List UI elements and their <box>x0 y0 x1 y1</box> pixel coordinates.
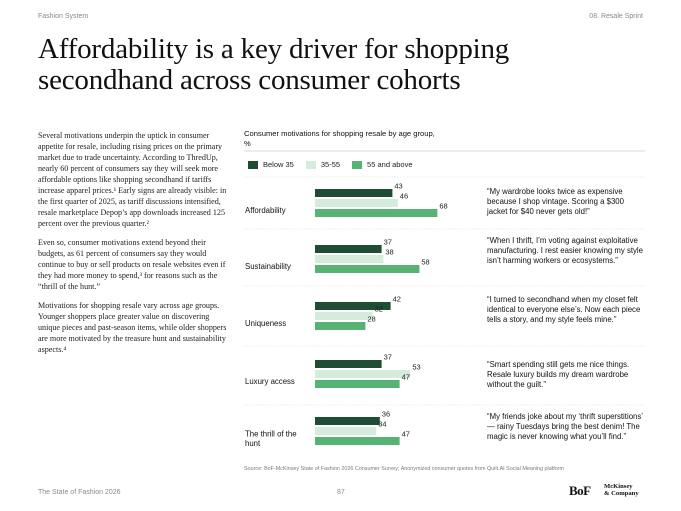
category-label: Luxury access <box>245 377 295 386</box>
page-title: Affordability is a key driver for shoppi… <box>38 33 510 96</box>
legend-label: 35-55 <box>320 160 341 169</box>
bar-value-label: 47 <box>402 430 410 439</box>
legend-swatch-55-above <box>352 160 363 169</box>
bar-35-55 <box>315 199 398 207</box>
bar-35-55 <box>315 255 384 263</box>
bar-below-35 <box>315 302 391 310</box>
bar-55-and-above <box>315 265 420 273</box>
body-text: Several motivations underpin the uptick … <box>38 130 228 363</box>
bar-35-55 <box>315 370 411 378</box>
bar-35-55 <box>315 312 373 320</box>
mckinsey-logo-line: McKinsey <box>604 483 633 490</box>
bar-value-label: 42 <box>393 295 401 304</box>
bar-below-35 <box>315 360 382 368</box>
bar-value-label: 34 <box>378 420 386 429</box>
chart-title-text: Consumer motivations for shopping resale… <box>244 129 435 138</box>
bar-value-label: 32 <box>375 305 383 314</box>
bar-value-label: 53 <box>412 363 420 372</box>
footer-report-name: The State of Fashion 2026 <box>38 489 121 496</box>
source-note: Source: BoF-McKinsey State of Fashion 20… <box>244 466 564 472</box>
category-label: The thrill of the <box>245 429 297 438</box>
mckinsey-logo: McKinsey & Company <box>604 483 639 497</box>
category-label: hunt <box>245 439 261 448</box>
bar-value-label: 58 <box>421 258 429 267</box>
legend-swatch-35-55 <box>305 160 316 169</box>
bar-value-label: 37 <box>384 238 392 247</box>
consumer-quote: “My friends joke about my ‘thrift supers… <box>487 412 643 441</box>
legend-item: 35-55 <box>305 160 341 169</box>
legend-swatch-below-35 <box>248 160 258 169</box>
bar-35-55 <box>315 427 377 435</box>
bar-value-label: 38 <box>385 248 393 257</box>
consumer-quote: “When I thrift, I’m voting against explo… <box>487 236 644 265</box>
category-label: Sustainability <box>245 262 291 271</box>
bar-55-and-above <box>315 322 366 330</box>
bar-below-35 <box>315 417 380 425</box>
category-label: Uniqueness <box>245 319 286 328</box>
bar-value-label: 47 <box>402 373 410 382</box>
bar-value-label: 37 <box>384 353 392 362</box>
body-paragraph: Even so, consumer motivations extend bey… <box>38 238 226 291</box>
bar-55-and-above <box>315 380 400 388</box>
consumer-quote: “My wardrobe looks twice as expensive be… <box>487 187 624 216</box>
bar-55-and-above <box>315 437 400 445</box>
header-chapter-label: 08. Resale Sprint <box>589 13 643 20</box>
bof-logo: BoF <box>569 483 591 498</box>
bar-below-35 <box>315 189 393 197</box>
bar-value-label: 28 <box>367 315 375 324</box>
mckinsey-logo-line: & Company <box>604 490 639 497</box>
body-paragraph: Motivations for shopping resale vary acr… <box>38 301 227 354</box>
legend-label: Below 35 <box>263 160 294 169</box>
consumer-quote: “I turned to secondhand when my closet f… <box>487 295 641 324</box>
body-paragraph: Several motivations underpin the uptick … <box>38 131 227 228</box>
page-number: 87 <box>337 489 345 496</box>
header-section-label: Fashion System <box>38 13 89 20</box>
bar-value-label: 68 <box>439 202 447 211</box>
bar-value-label: 36 <box>382 410 390 419</box>
consumer-quote: “Smart spending still gets me nice thing… <box>487 360 630 389</box>
legend-label: 55 and above <box>367 160 413 169</box>
chart-title: Consumer motivations for shopping resale… <box>244 129 435 148</box>
chart-unit: % <box>244 138 251 148</box>
bar-value-label: 46 <box>400 192 408 201</box>
legend-item: Below 35 <box>248 160 294 169</box>
bar-value-label: 43 <box>394 182 402 191</box>
legend-item: 55 and above <box>352 160 413 169</box>
category-label: Affordability <box>245 206 286 215</box>
bar-55-and-above <box>315 209 438 217</box>
bar-below-35 <box>315 245 382 253</box>
chart-legend: Below 35 35-55 55 and above <box>248 160 413 169</box>
